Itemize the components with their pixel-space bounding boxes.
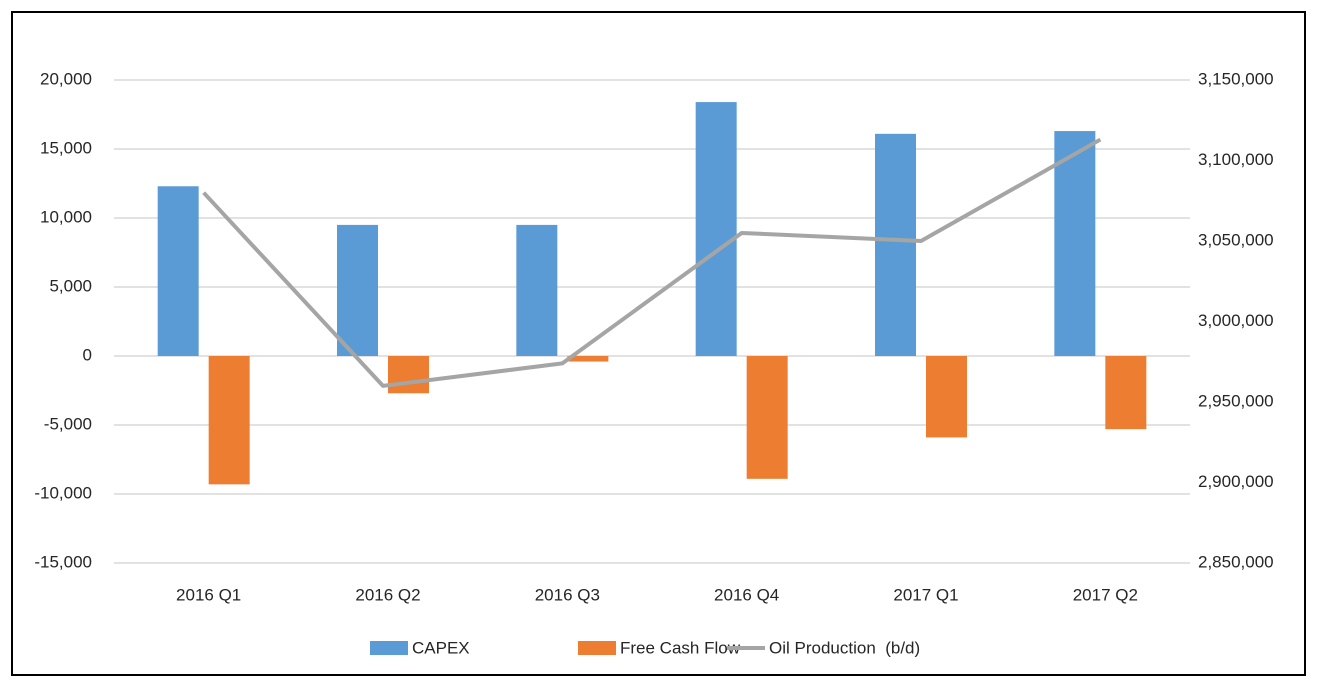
bar xyxy=(875,133,916,356)
y2-tick-label: 3,100,000 xyxy=(1198,150,1274,169)
x-tick-label: 2016 Q3 xyxy=(535,585,600,604)
x-tick-label: 2017 Q1 xyxy=(893,585,958,604)
y-tick-label: 0 xyxy=(83,345,92,364)
x-tick-label: 2016 Q1 xyxy=(176,585,241,604)
y2-tick-label: 2,850,000 xyxy=(1198,552,1274,571)
y-tick-label: 15,000 xyxy=(40,138,92,157)
y2-tick-label: 3,150,000 xyxy=(1198,69,1274,88)
y2-tick-label: 3,050,000 xyxy=(1198,230,1274,249)
y-tick-label: -5,000 xyxy=(44,414,92,433)
bar xyxy=(1054,131,1096,356)
y-tick-label: -10,000 xyxy=(34,483,92,502)
bar xyxy=(337,224,378,356)
bar xyxy=(695,102,737,356)
y2-tick-label: 2,900,000 xyxy=(1198,472,1274,491)
x-tick-label: 2016 Q2 xyxy=(355,585,420,604)
y-tick-label: -15,000 xyxy=(34,552,92,571)
bar xyxy=(157,186,199,356)
bar xyxy=(516,224,558,356)
x-tick-label: 2017 Q2 xyxy=(1073,585,1138,604)
chart-frame xyxy=(11,11,1306,676)
y2-tick-label: 3,000,000 xyxy=(1198,311,1274,330)
legend-swatch xyxy=(370,641,408,655)
bar xyxy=(567,356,609,362)
y-tick-label: 20,000 xyxy=(40,69,92,88)
x-tick-label: 2016 Q4 xyxy=(714,585,779,604)
bar xyxy=(388,356,429,394)
legend-label: Free Cash Flow xyxy=(620,638,741,657)
bar xyxy=(1105,356,1147,430)
y-tick-label: 10,000 xyxy=(40,207,92,226)
bar xyxy=(746,356,788,479)
bar xyxy=(926,356,967,438)
legend-label: Oil Production (b/d) xyxy=(769,638,920,657)
y2-tick-label: 2,950,000 xyxy=(1198,391,1274,410)
bar xyxy=(208,356,250,485)
y-tick-label: 5,000 xyxy=(49,276,92,295)
legend-swatch xyxy=(578,641,616,655)
legend-label: CAPEX xyxy=(412,638,470,657)
line xyxy=(202,137,1102,388)
